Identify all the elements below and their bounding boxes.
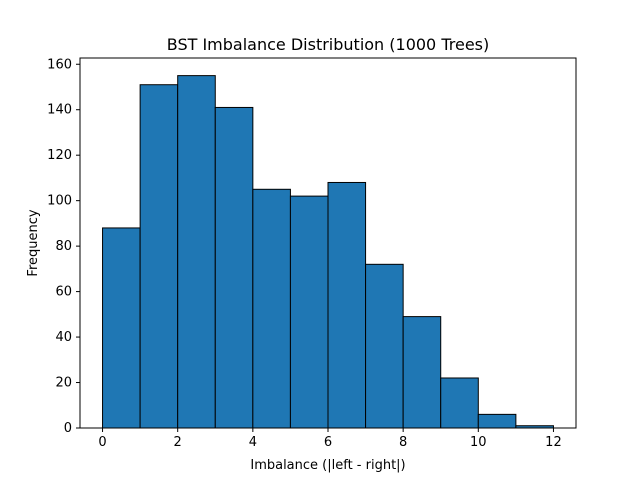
histogram-bar-9-10 [440, 377, 479, 429]
histogram-bar-0-1 [102, 227, 141, 429]
x-tick-label: 12 [545, 435, 562, 450]
y-tick-label: 60 [55, 285, 72, 300]
y-tick-label: 160 [47, 57, 72, 72]
histogram-bar-10-11 [477, 413, 517, 429]
bars-layer [102, 75, 554, 429]
x-tick-label: 10 [470, 435, 487, 450]
x-tick-label: 6 [324, 435, 332, 450]
y-tick-label: 140 [47, 103, 72, 118]
y-tick-label: 40 [55, 330, 72, 345]
x-tick-label: 8 [399, 435, 407, 450]
chart-title: BST Imbalance Distribution (1000 Trees) [167, 35, 489, 54]
y-tick-label: 0 [64, 421, 72, 436]
histogram-bar-5-6 [289, 195, 329, 429]
x-tick-label: 2 [174, 435, 182, 450]
x-axis-ticks: 0 2 4 6 8 10 12 [98, 428, 562, 450]
y-axis-ticks: 0 20 40 60 80 100 120 140 160 [47, 57, 80, 436]
y-tick-label: 100 [47, 194, 72, 209]
histogram-bar-1-2 [139, 84, 179, 429]
histogram-bar-4-5 [252, 188, 291, 429]
y-tick-label: 120 [47, 148, 72, 163]
histogram-bar-2-3 [177, 75, 216, 429]
x-tick-label: 4 [249, 435, 257, 450]
y-axis-label: Frequency [26, 209, 41, 276]
y-tick-label: 20 [55, 376, 72, 391]
x-axis-label: Imbalance (|left - right|) [250, 458, 405, 473]
histogram-bar-3-4 [214, 106, 254, 429]
histogram-bar-7-8 [365, 263, 404, 429]
histogram-bar-6-7 [327, 181, 367, 429]
x-tick-label: 0 [98, 435, 106, 450]
y-tick-label: 80 [55, 239, 72, 254]
histogram-bar-8-9 [402, 316, 442, 429]
